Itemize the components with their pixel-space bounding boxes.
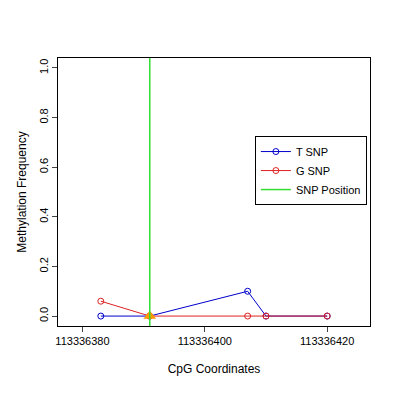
svg-text:0.0: 0.0 [38, 307, 50, 322]
svg-text:Methylation Frequency: Methylation Frequency [15, 131, 29, 252]
svg-text:0.2: 0.2 [38, 257, 50, 272]
svg-text:113336400: 113336400 [178, 335, 232, 347]
svg-text:CpG Coordinates: CpG Coordinates [168, 362, 261, 376]
svg-text:0.8: 0.8 [38, 108, 50, 123]
svg-text:SNP Position: SNP Position [296, 184, 361, 196]
svg-text:1.0: 1.0 [38, 59, 50, 74]
svg-text:T SNP: T SNP [296, 146, 328, 158]
svg-text:113336420: 113336420 [300, 335, 354, 347]
svg-text:113336380: 113336380 [55, 335, 109, 347]
svg-text:0.6: 0.6 [38, 158, 50, 173]
svg-text:0.4: 0.4 [38, 208, 50, 223]
svg-text:G SNP: G SNP [296, 165, 330, 177]
